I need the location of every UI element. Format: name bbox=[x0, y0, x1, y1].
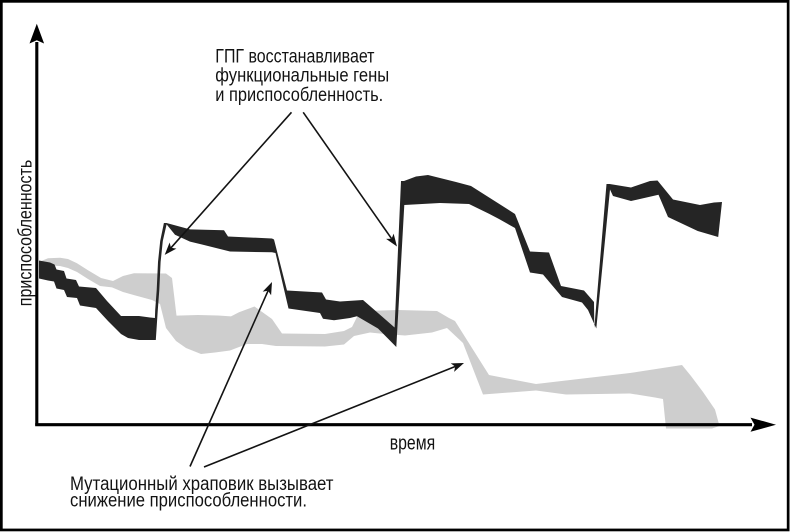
svg-text:функциональные гены: функциональные гены bbox=[215, 66, 389, 87]
svg-text:снижение приспособленности.: снижение приспособленности. bbox=[70, 491, 307, 512]
svg-text:ГПГ восстанавливает: ГПГ восстанавливает bbox=[215, 46, 374, 67]
svg-text:время: время bbox=[390, 432, 436, 454]
svg-text:Мутационный храповик вызывает: Мутационный храповик вызывает bbox=[70, 474, 334, 495]
svg-text:приспособленность: приспособленность bbox=[16, 160, 37, 306]
svg-text:и приспособленность.: и приспособленность. bbox=[215, 85, 383, 106]
